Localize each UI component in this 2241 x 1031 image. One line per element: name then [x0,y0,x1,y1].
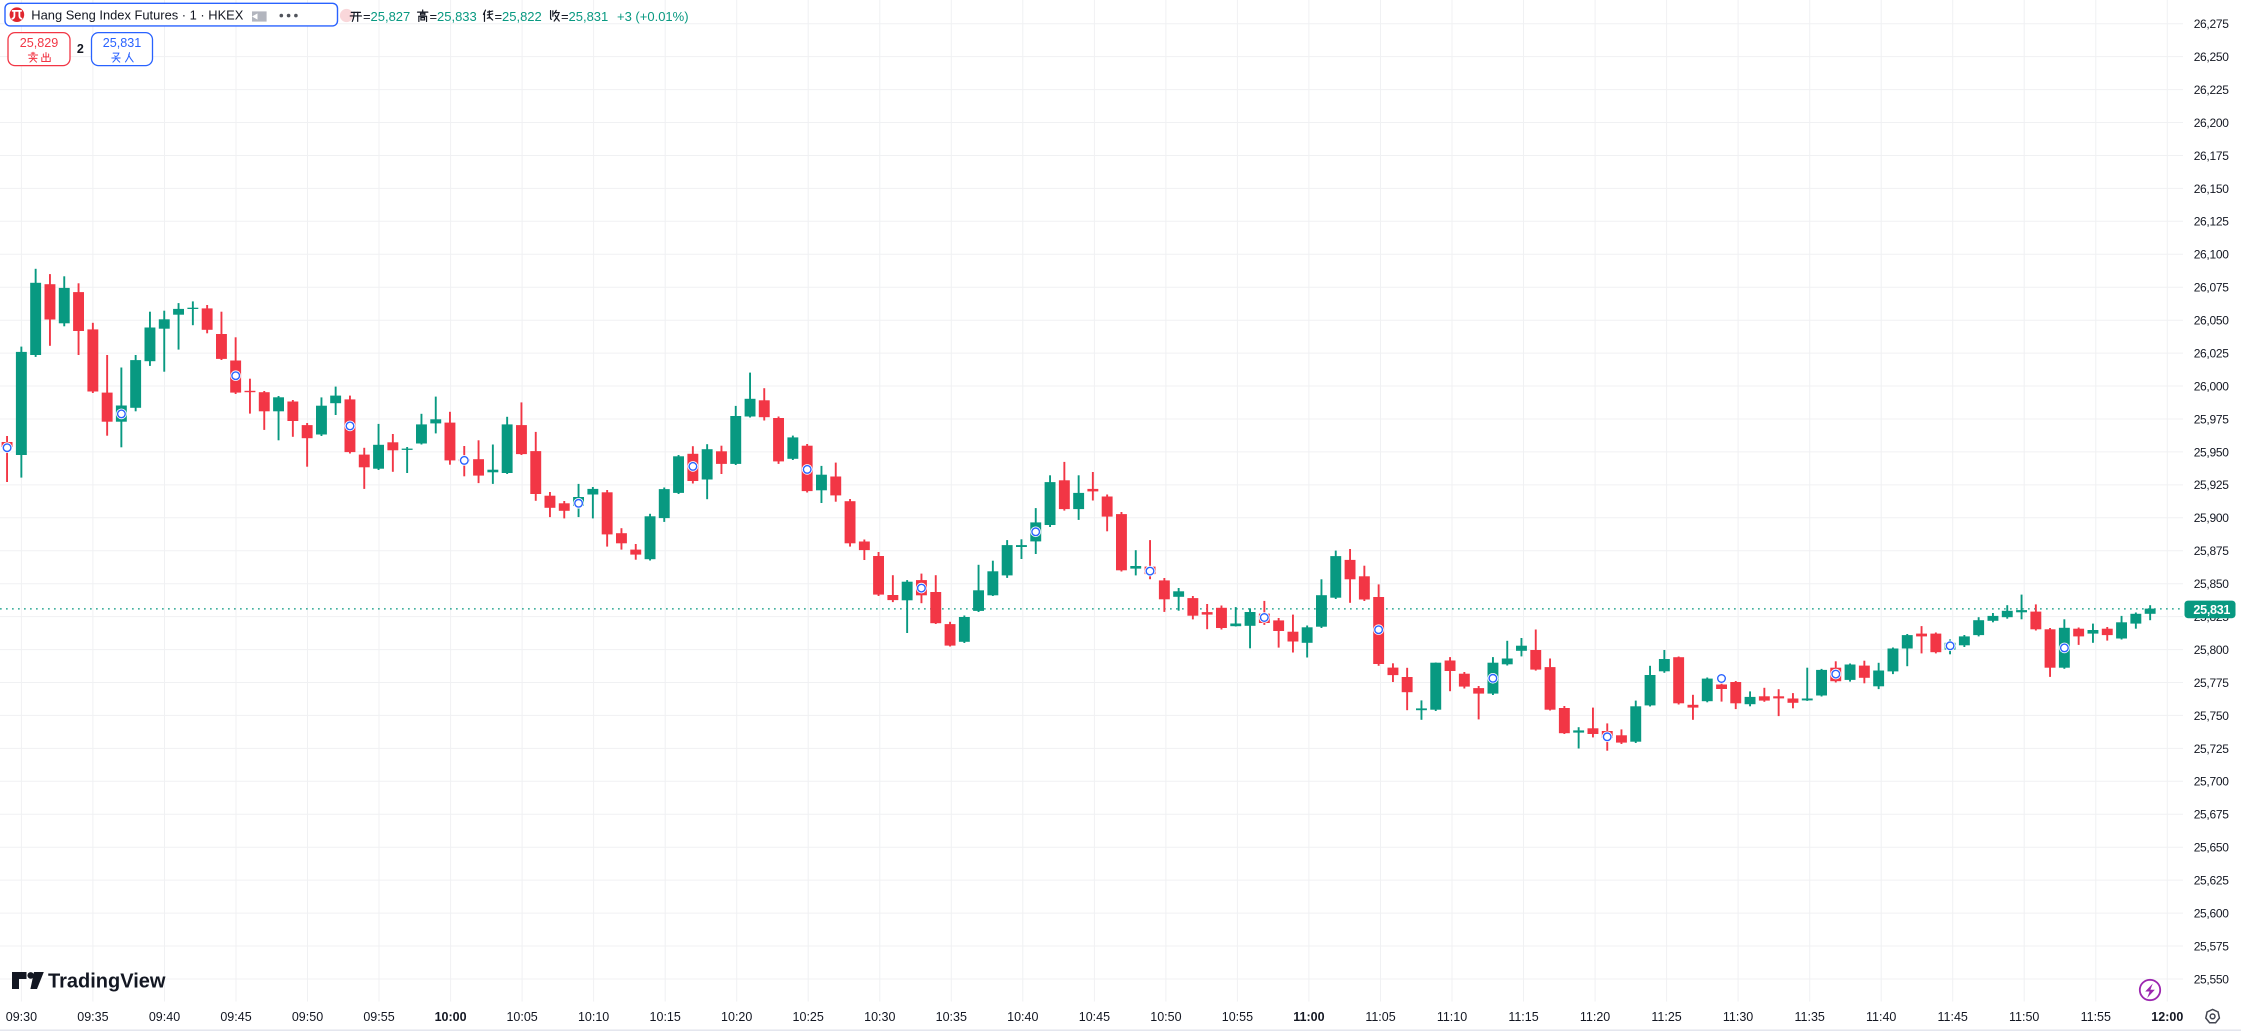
svg-text:26,275: 26,275 [2194,17,2230,31]
svg-text:25,750: 25,750 [2194,709,2230,723]
svg-text:25,833: 25,833 [437,9,477,24]
svg-text:25,827: 25,827 [371,9,411,24]
svg-text:TradingView: TradingView [48,971,166,993]
svg-text:25,775: 25,775 [2194,676,2230,690]
svg-text:25,600: 25,600 [2194,907,2230,921]
svg-text:25,650: 25,650 [2194,841,2230,855]
svg-text:=: = [495,9,503,24]
svg-text:26,175: 26,175 [2194,149,2230,163]
svg-text:11:25: 11:25 [1651,1010,1681,1024]
svg-text:26,000: 26,000 [2194,379,2230,393]
svg-text:25,550: 25,550 [2194,972,2230,986]
svg-text:10:50: 10:50 [1150,1010,1181,1024]
svg-text:12:00: 12:00 [2151,1010,2183,1024]
svg-text:11:00: 11:00 [1293,1010,1324,1024]
svg-text:25,700: 25,700 [2194,775,2230,789]
svg-text:=: = [561,9,569,24]
svg-text:10:20: 10:20 [721,1010,752,1024]
svg-text:26,100: 26,100 [2194,248,2230,262]
svg-text:09:50: 09:50 [292,1010,323,1024]
svg-text:10:35: 10:35 [936,1010,967,1024]
svg-text:26,225: 26,225 [2194,83,2230,97]
svg-text:=: = [430,9,438,24]
svg-text:09:30: 09:30 [6,1010,37,1024]
svg-text:25,725: 25,725 [2194,742,2230,756]
svg-text:25,831: 25,831 [2193,603,2230,617]
svg-text:25,875: 25,875 [2194,544,2230,558]
svg-text:09:55: 09:55 [363,1010,394,1024]
svg-text:11:55: 11:55 [2081,1010,2111,1024]
svg-text:10:00: 10:00 [435,1010,467,1024]
svg-text:11:10: 11:10 [1437,1010,1467,1024]
svg-text:2: 2 [77,42,84,56]
svg-text:10:10: 10:10 [578,1010,609,1024]
svg-text:10:25: 10:25 [793,1010,824,1024]
svg-text:26,250: 26,250 [2194,50,2230,64]
svg-text:25,800: 25,800 [2194,643,2230,657]
svg-text:10:15: 10:15 [650,1010,681,1024]
svg-text:25,831: 25,831 [103,36,142,50]
svg-text:10:05: 10:05 [506,1010,537,1024]
svg-text:11:45: 11:45 [1938,1010,1968,1024]
svg-text:25,822: 25,822 [502,9,542,24]
svg-text:=: = [363,9,371,24]
svg-text:25,975: 25,975 [2194,412,2230,426]
svg-text:10:45: 10:45 [1079,1010,1110,1024]
svg-text:25,925: 25,925 [2194,478,2230,492]
svg-text:11:05: 11:05 [1365,1010,1395,1024]
svg-text:25,950: 25,950 [2194,445,2230,459]
svg-text:Hang Seng Index Futures · 1 ·: Hang Seng Index Futures · 1 · HKEX [31,8,243,23]
svg-text:25,831: 25,831 [569,9,609,24]
svg-text:09:35: 09:35 [77,1010,108,1024]
svg-text:26,200: 26,200 [2194,116,2230,130]
svg-text:10:55: 10:55 [1222,1010,1253,1024]
svg-text:25,575: 25,575 [2194,939,2230,953]
svg-text:25,675: 25,675 [2194,808,2230,822]
svg-text:26,125: 26,125 [2194,215,2230,229]
svg-text:25,850: 25,850 [2194,577,2230,591]
svg-text:26,025: 26,025 [2194,347,2230,361]
svg-text:11:15: 11:15 [1508,1010,1538,1024]
svg-text:10:40: 10:40 [1007,1010,1038,1024]
svg-text:11:35: 11:35 [1795,1010,1825,1024]
svg-text:26,050: 26,050 [2194,314,2230,328]
svg-text:26,075: 26,075 [2194,281,2230,295]
svg-text:09:45: 09:45 [220,1010,251,1024]
svg-text:11:30: 11:30 [1723,1010,1753,1024]
svg-text:26,150: 26,150 [2194,182,2230,196]
svg-text:11:20: 11:20 [1580,1010,1610,1024]
svg-text:11:50: 11:50 [2009,1010,2039,1024]
svg-text:11:40: 11:40 [1866,1010,1896,1024]
svg-text:+3 (+0.01%): +3 (+0.01%) [617,9,689,24]
svg-text:09:40: 09:40 [149,1010,180,1024]
svg-text:25,625: 25,625 [2194,874,2230,888]
svg-text:25,829: 25,829 [20,36,59,50]
svg-text:25,900: 25,900 [2194,511,2230,525]
svg-text:10:30: 10:30 [864,1010,895,1024]
